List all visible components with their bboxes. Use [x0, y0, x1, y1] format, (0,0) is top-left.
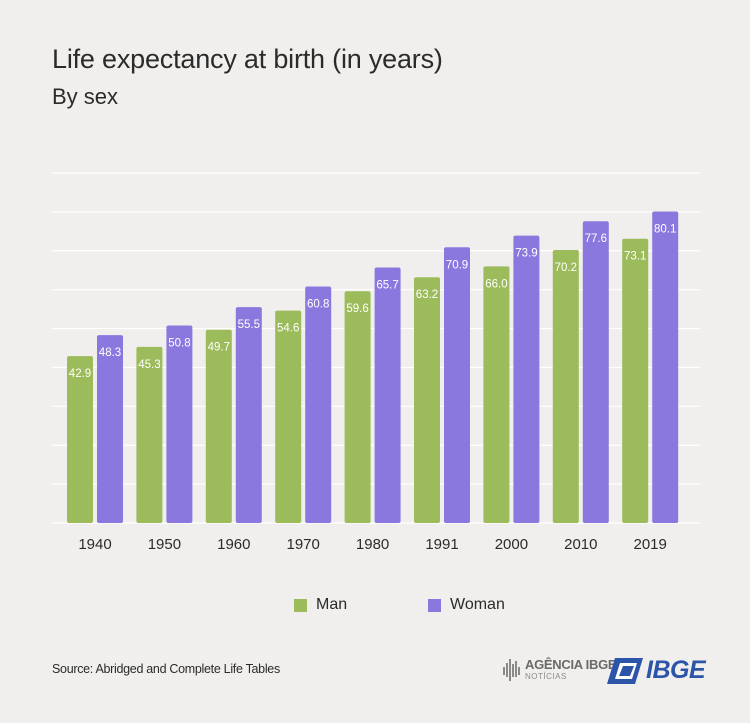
bar-man-1960	[205, 329, 232, 523]
data-label-man-1991: 63.2	[416, 289, 438, 301]
chart-subtitle: By sex	[52, 84, 119, 109]
bar-man-2000	[483, 266, 510, 523]
x-tick-label: 2019	[634, 536, 667, 553]
data-label-man-2010: 70.2	[555, 262, 577, 274]
bars: 42.9 48.3 45.3 50.8 49.7 55.5 54.6 60.8 59.6 65.7…	[67, 211, 679, 523]
ibge-logo: IBGE	[607, 656, 706, 685]
x-tick-label: 1980	[356, 536, 389, 553]
agencia-logo-text: AGÊNCIA IBGE	[525, 657, 617, 672]
data-label-woman-2000: 73.9	[515, 248, 537, 260]
bar-woman-1950	[166, 325, 193, 523]
bar-man-1991	[414, 277, 440, 523]
source-note: Source: Abridged and Complete Life Table…	[52, 662, 280, 676]
data-label-man-1940: 42.9	[69, 368, 91, 380]
legend-item-woman: Woman	[428, 596, 505, 614]
data-label-woman-1960: 55.5	[238, 319, 260, 331]
data-label-woman-2019: 80.1	[654, 224, 676, 236]
x-tick-label: 2010	[564, 536, 597, 553]
bar-woman-2000	[513, 235, 540, 523]
x-tick-label: 1950	[148, 536, 181, 553]
chart-title: Life expectancy at birth (in years)	[52, 44, 443, 74]
data-label-woman-2010: 77.6	[585, 233, 607, 245]
x-tick-label: 1960	[217, 536, 250, 553]
data-label-man-2019: 73.1	[624, 251, 646, 263]
bar-man-1940	[67, 356, 93, 523]
bar-woman-1970	[305, 286, 332, 523]
bar-woman-1991	[444, 247, 470, 523]
bar-chart: 42.9 48.3 45.3 50.8 49.7 55.5 54.6 60.8 59.6 65.7…	[52, 172, 700, 553]
bar-woman-2010	[582, 221, 609, 523]
data-label-man-2000: 66.0	[485, 278, 507, 290]
bar-man-1980	[344, 291, 371, 523]
x-tick-label: 1940	[78, 536, 111, 553]
legend-item-man: Man	[294, 596, 347, 614]
bar-man-2010	[552, 250, 579, 523]
data-label-woman-1980: 65.7	[376, 280, 398, 292]
bar-woman-1940	[97, 335, 123, 523]
data-label-woman-1950: 50.8	[168, 337, 190, 349]
data-label-man-1950: 45.3	[138, 359, 160, 371]
ibge-emblem-icon	[607, 657, 643, 684]
data-label-man-1980: 59.6	[346, 303, 368, 315]
legend-label-man: Man	[316, 596, 348, 613]
data-label-woman-1991: 70.9	[446, 259, 468, 271]
bar-man-1970	[275, 310, 302, 523]
bar-man-2019	[622, 238, 649, 523]
ibge-logo-text: IBGE	[646, 656, 706, 684]
bar-man-1950	[136, 346, 163, 523]
data-label-woman-1940: 48.3	[99, 347, 121, 359]
legend-swatch-woman	[428, 598, 441, 612]
agencia-ibge-logo: AGÊNCIA IBGE NOTÍCIAS	[503, 657, 617, 681]
bar-woman-1980	[374, 267, 401, 523]
agencia-logo-subtext: NOTÍCIAS	[525, 672, 567, 681]
x-tick-label: 1991	[425, 536, 458, 553]
equalizer-bars-icon	[503, 658, 520, 681]
x-tick-label: 1970	[287, 536, 320, 553]
legend-swatch-man	[294, 598, 307, 612]
x-tick-label: 2000	[495, 536, 528, 553]
bar-woman-2019	[652, 211, 679, 523]
data-label-man-1970: 54.6	[277, 323, 299, 335]
data-label-man-1960: 49.7	[208, 342, 230, 354]
legend-label-woman: Woman	[450, 596, 505, 613]
x-axis-labels: 1940 1950 1960 1970 1980 1991 2000 2010 2019	[78, 536, 667, 553]
bar-woman-1960	[235, 307, 262, 523]
data-label-woman-1970: 60.8	[307, 299, 329, 311]
